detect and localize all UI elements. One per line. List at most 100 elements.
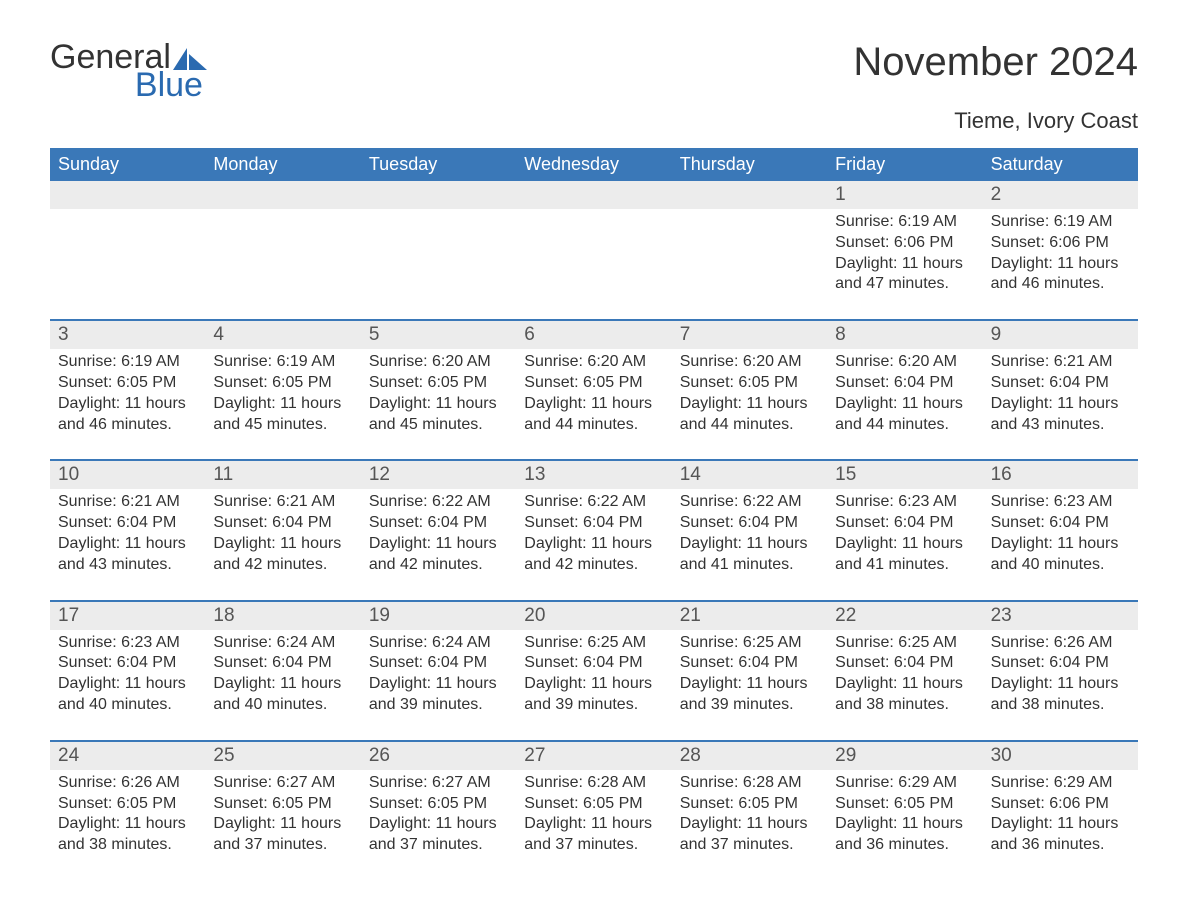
sunrise-text: Sunrise: 6:25 AM — [835, 633, 974, 654]
sunset-text: Sunset: 6:05 PM — [213, 373, 352, 394]
calendar-week: 24Sunrise: 6:26 AMSunset: 6:05 PMDayligh… — [50, 740, 1138, 862]
daylight-text: Daylight: 11 hours and 38 minutes. — [58, 814, 197, 856]
day-details: Sunrise: 6:23 AMSunset: 6:04 PMDaylight:… — [50, 630, 205, 722]
day-details: Sunrise: 6:21 AMSunset: 6:04 PMDaylight:… — [205, 489, 360, 581]
logo-text-blue: Blue — [135, 68, 203, 102]
day-number: 10 — [50, 461, 205, 489]
daylight-text: Daylight: 11 hours and 45 minutes. — [369, 394, 508, 436]
sunset-text: Sunset: 6:04 PM — [991, 653, 1130, 674]
sunset-text: Sunset: 6:05 PM — [369, 794, 508, 815]
day-details: Sunrise: 6:19 AMSunset: 6:06 PMDaylight:… — [983, 209, 1138, 301]
day-details: Sunrise: 6:27 AMSunset: 6:05 PMDaylight:… — [361, 770, 516, 862]
day-number: 1 — [827, 181, 982, 209]
sunrise-text: Sunrise: 6:28 AM — [680, 773, 819, 794]
dow-sunday: Sunday — [50, 148, 205, 181]
day-number: 13 — [516, 461, 671, 489]
sunset-text: Sunset: 6:04 PM — [835, 513, 974, 534]
daylight-text: Daylight: 11 hours and 42 minutes. — [369, 534, 508, 576]
daylight-text: Daylight: 11 hours and 42 minutes. — [524, 534, 663, 576]
sunrise-text: Sunrise: 6:25 AM — [680, 633, 819, 654]
calendar-day: 7Sunrise: 6:20 AMSunset: 6:05 PMDaylight… — [672, 321, 827, 441]
day-details: Sunrise: 6:25 AMSunset: 6:04 PMDaylight:… — [672, 630, 827, 722]
daylight-text: Daylight: 11 hours and 37 minutes. — [369, 814, 508, 856]
dow-wednesday: Wednesday — [516, 148, 671, 181]
sunrise-text: Sunrise: 6:23 AM — [835, 492, 974, 513]
sunset-text: Sunset: 6:04 PM — [213, 513, 352, 534]
sunrise-text: Sunrise: 6:22 AM — [369, 492, 508, 513]
calendar-day — [50, 181, 205, 301]
sunrise-text: Sunrise: 6:27 AM — [369, 773, 508, 794]
calendar-day: 12Sunrise: 6:22 AMSunset: 6:04 PMDayligh… — [361, 461, 516, 581]
day-number: 30 — [983, 742, 1138, 770]
calendar-day: 18Sunrise: 6:24 AMSunset: 6:04 PMDayligh… — [205, 602, 360, 722]
sunrise-text: Sunrise: 6:23 AM — [58, 633, 197, 654]
day-number: 19 — [361, 602, 516, 630]
day-number: 14 — [672, 461, 827, 489]
calendar-week: 1Sunrise: 6:19 AMSunset: 6:06 PMDaylight… — [50, 181, 1138, 301]
calendar-week: 17Sunrise: 6:23 AMSunset: 6:04 PMDayligh… — [50, 600, 1138, 722]
calendar-day: 21Sunrise: 6:25 AMSunset: 6:04 PMDayligh… — [672, 602, 827, 722]
sunset-text: Sunset: 6:04 PM — [835, 653, 974, 674]
sunrise-text: Sunrise: 6:29 AM — [835, 773, 974, 794]
calendar: Sunday Monday Tuesday Wednesday Thursday… — [50, 148, 1138, 862]
daylight-text: Daylight: 11 hours and 40 minutes. — [991, 534, 1130, 576]
calendar-day — [672, 181, 827, 301]
calendar-day: 29Sunrise: 6:29 AMSunset: 6:05 PMDayligh… — [827, 742, 982, 862]
sunset-text: Sunset: 6:04 PM — [58, 513, 197, 534]
daylight-text: Daylight: 11 hours and 46 minutes. — [991, 254, 1130, 296]
day-number: 6 — [516, 321, 671, 349]
sunset-text: Sunset: 6:04 PM — [524, 513, 663, 534]
calendar-day: 14Sunrise: 6:22 AMSunset: 6:04 PMDayligh… — [672, 461, 827, 581]
sunset-text: Sunset: 6:05 PM — [58, 373, 197, 394]
daylight-text: Daylight: 11 hours and 39 minutes. — [524, 674, 663, 716]
day-number: 21 — [672, 602, 827, 630]
sunset-text: Sunset: 6:05 PM — [680, 373, 819, 394]
sunrise-text: Sunrise: 6:25 AM — [524, 633, 663, 654]
day-number — [361, 181, 516, 209]
daylight-text: Daylight: 11 hours and 36 minutes. — [991, 814, 1130, 856]
day-details: Sunrise: 6:29 AMSunset: 6:06 PMDaylight:… — [983, 770, 1138, 862]
daylight-text: Daylight: 11 hours and 37 minutes. — [213, 814, 352, 856]
day-number — [205, 181, 360, 209]
sunset-text: Sunset: 6:05 PM — [369, 373, 508, 394]
day-details: Sunrise: 6:21 AMSunset: 6:04 PMDaylight:… — [983, 349, 1138, 441]
day-details: Sunrise: 6:22 AMSunset: 6:04 PMDaylight:… — [361, 489, 516, 581]
daylight-text: Daylight: 11 hours and 39 minutes. — [369, 674, 508, 716]
day-details: Sunrise: 6:26 AMSunset: 6:05 PMDaylight:… — [50, 770, 205, 862]
sunrise-text: Sunrise: 6:21 AM — [58, 492, 197, 513]
sunrise-text: Sunrise: 6:29 AM — [991, 773, 1130, 794]
sunrise-text: Sunrise: 6:20 AM — [524, 352, 663, 373]
day-details: Sunrise: 6:24 AMSunset: 6:04 PMDaylight:… — [361, 630, 516, 722]
day-details: Sunrise: 6:23 AMSunset: 6:04 PMDaylight:… — [983, 489, 1138, 581]
day-number — [516, 181, 671, 209]
day-details: Sunrise: 6:20 AMSunset: 6:05 PMDaylight:… — [672, 349, 827, 441]
sunrise-text: Sunrise: 6:20 AM — [680, 352, 819, 373]
day-details: Sunrise: 6:25 AMSunset: 6:04 PMDaylight:… — [827, 630, 982, 722]
daylight-text: Daylight: 11 hours and 39 minutes. — [680, 674, 819, 716]
calendar-day: 15Sunrise: 6:23 AMSunset: 6:04 PMDayligh… — [827, 461, 982, 581]
calendar-week: 3Sunrise: 6:19 AMSunset: 6:05 PMDaylight… — [50, 319, 1138, 441]
calendar-week: 10Sunrise: 6:21 AMSunset: 6:04 PMDayligh… — [50, 459, 1138, 581]
daylight-text: Daylight: 11 hours and 40 minutes. — [213, 674, 352, 716]
sunrise-text: Sunrise: 6:21 AM — [213, 492, 352, 513]
sunset-text: Sunset: 6:04 PM — [369, 513, 508, 534]
day-details: Sunrise: 6:26 AMSunset: 6:04 PMDaylight:… — [983, 630, 1138, 722]
day-number: 12 — [361, 461, 516, 489]
sunset-text: Sunset: 6:05 PM — [680, 794, 819, 815]
sunrise-text: Sunrise: 6:24 AM — [213, 633, 352, 654]
calendar-day: 23Sunrise: 6:26 AMSunset: 6:04 PMDayligh… — [983, 602, 1138, 722]
dow-tuesday: Tuesday — [361, 148, 516, 181]
sunrise-text: Sunrise: 6:19 AM — [58, 352, 197, 373]
daylight-text: Daylight: 11 hours and 37 minutes. — [680, 814, 819, 856]
day-number: 29 — [827, 742, 982, 770]
calendar-day: 9Sunrise: 6:21 AMSunset: 6:04 PMDaylight… — [983, 321, 1138, 441]
calendar-day: 13Sunrise: 6:22 AMSunset: 6:04 PMDayligh… — [516, 461, 671, 581]
sunset-text: Sunset: 6:06 PM — [991, 794, 1130, 815]
day-number: 4 — [205, 321, 360, 349]
calendar-day: 19Sunrise: 6:24 AMSunset: 6:04 PMDayligh… — [361, 602, 516, 722]
sunset-text: Sunset: 6:04 PM — [991, 513, 1130, 534]
daylight-text: Daylight: 11 hours and 44 minutes. — [524, 394, 663, 436]
sunset-text: Sunset: 6:05 PM — [58, 794, 197, 815]
calendar-day: 4Sunrise: 6:19 AMSunset: 6:05 PMDaylight… — [205, 321, 360, 441]
calendar-day: 8Sunrise: 6:20 AMSunset: 6:04 PMDaylight… — [827, 321, 982, 441]
